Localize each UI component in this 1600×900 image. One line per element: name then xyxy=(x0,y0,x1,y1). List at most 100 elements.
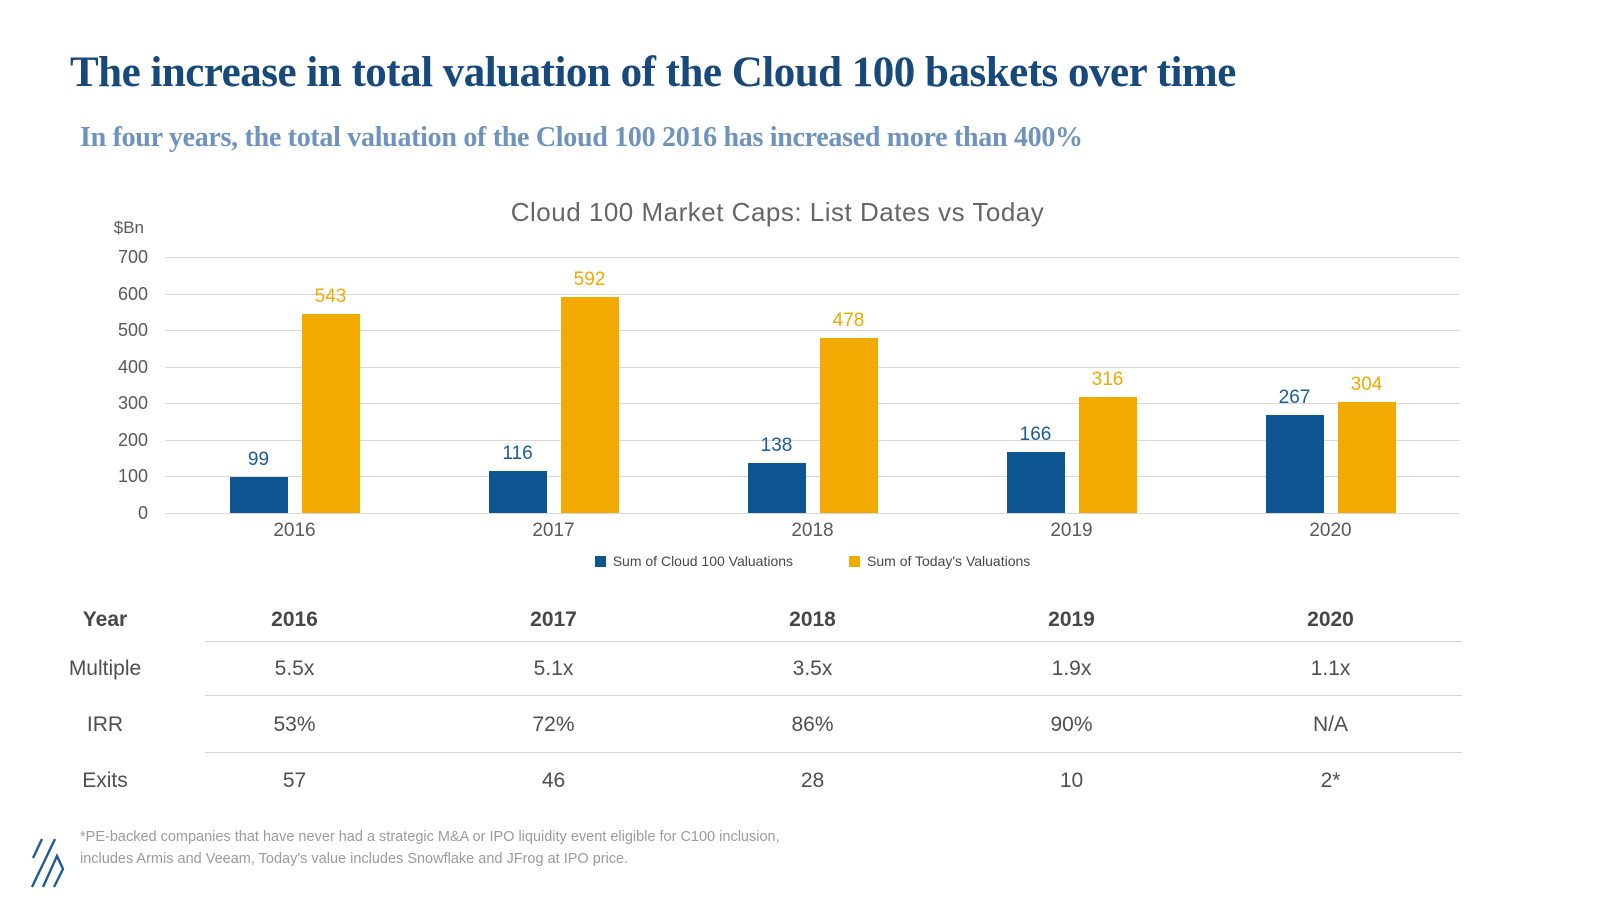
table-row-label: Year xyxy=(82,608,128,631)
table-cell: 53% xyxy=(273,713,316,736)
bar-column: 304 xyxy=(1337,374,1396,513)
bar xyxy=(488,470,547,513)
legend-swatch-icon xyxy=(849,555,861,567)
bar-column: 99 xyxy=(229,449,288,513)
table-row-label: IRR xyxy=(86,713,124,736)
gridline xyxy=(165,366,1460,368)
table-cell: 90% xyxy=(1050,713,1093,736)
y-axis-unit-label: $Bn xyxy=(113,218,144,237)
table-row: Multiple 5.5x 5.1x 3.5x 1.9x 1.1x xyxy=(0,642,1600,696)
page-subtitle: In four years, the total valuation of th… xyxy=(80,122,1083,153)
table-separator-line xyxy=(205,641,1462,642)
y-axis-tick-label: 700 xyxy=(117,247,148,267)
legend-item: Sum of Today's Valuations xyxy=(849,553,1030,569)
bar-chart-plot-area: 99 543 116 592 138 478 166 316 267 304 xyxy=(165,257,1460,514)
bar-group-2016: 99 543 xyxy=(165,257,424,513)
bar-value-label: 316 xyxy=(1091,369,1124,391)
bar xyxy=(301,314,360,513)
bar-column: 543 xyxy=(301,286,360,513)
gridline xyxy=(165,476,1460,478)
footnote-line: *PE-backed companies that have never had… xyxy=(80,829,780,845)
value-table: Year 2016 2017 2018 2019 2020 Multiple 5.5x 5.1x… xyxy=(0,598,1600,809)
table-cell: 1.9x xyxy=(1051,657,1092,680)
bar-column: 267 xyxy=(1265,387,1324,513)
bar-value-label: 166 xyxy=(1019,424,1052,446)
table-cell: 10 xyxy=(1059,769,1084,792)
bar-group-2019: 166 316 xyxy=(942,257,1201,513)
table-row: Exits 57 46 28 10 2* xyxy=(0,753,1600,809)
bar-column: 592 xyxy=(560,269,619,513)
bar-value-label: 543 xyxy=(314,286,347,308)
chart-legend: Sum of Cloud 100 Valuations Sum of Today'… xyxy=(165,553,1460,569)
table-separator-line xyxy=(205,695,1462,696)
x-axis-tick-label: 2018 xyxy=(791,520,834,541)
bar xyxy=(1006,452,1065,513)
bar-value-label: 138 xyxy=(760,434,793,456)
bar-column: 166 xyxy=(1006,424,1065,513)
y-axis-tick-labels: 700 600 500 400 300 200 100 0 xyxy=(60,247,148,523)
bar-column: 478 xyxy=(819,310,878,513)
table-separator-line xyxy=(205,752,1462,753)
table-cell: 57 xyxy=(282,769,307,792)
table-row-label: Exits xyxy=(82,769,128,792)
bar-group-2018: 138 478 xyxy=(683,257,942,513)
table-cell: 2018 xyxy=(789,608,836,631)
bar xyxy=(819,338,878,513)
legend-label: Sum of Cloud 100 Valuations xyxy=(612,553,794,569)
bar xyxy=(560,296,619,513)
bar xyxy=(747,462,806,513)
bar-value-label: 478 xyxy=(832,310,865,332)
y-axis-tick-label: 400 xyxy=(117,356,148,377)
table-row-label: Multiple xyxy=(68,657,142,680)
y-axis-tick-label: 600 xyxy=(117,283,148,304)
x-axis-tick-label: 2017 xyxy=(532,520,575,541)
table-cell: 72% xyxy=(532,713,575,736)
legend-item: Sum of Cloud 100 Valuations xyxy=(594,553,794,569)
bar-column: 138 xyxy=(747,435,806,513)
table-cell: 2016 xyxy=(271,608,318,631)
bar xyxy=(229,476,288,513)
table-cell: 5.5x xyxy=(274,657,315,680)
y-axis-tick-label: 200 xyxy=(117,429,148,450)
footnote-line: includes Armis and Veeam, Today's value … xyxy=(80,850,629,867)
gridline xyxy=(165,439,1460,441)
y-axis-tick-label: 0 xyxy=(137,503,148,523)
table-cell: 2020 xyxy=(1307,608,1354,631)
legend-label: Sum of Today's Valuations xyxy=(867,553,1031,569)
table-cell: 2* xyxy=(1320,769,1341,792)
bar-value-label: 116 xyxy=(502,442,533,464)
bar-group-2017: 116 592 xyxy=(424,257,683,513)
gridline xyxy=(165,330,1460,332)
x-axis-tick-labels: 2016 2017 2018 2019 2020 xyxy=(165,520,1460,542)
table-cell: 86% xyxy=(791,713,834,736)
diagonal-hatch-logo-icon xyxy=(30,838,64,888)
table-header-row: Year 2016 2017 2018 2019 2020 xyxy=(0,598,1600,642)
bar-group-2020: 267 304 xyxy=(1201,257,1460,513)
bar xyxy=(1337,401,1396,513)
bar-column: 316 xyxy=(1078,369,1137,513)
y-axis-tick-label: 300 xyxy=(117,393,148,414)
chart-title: Cloud 100 Market Caps: List Dates vs Tod… xyxy=(510,197,1045,227)
bar-value-label: 304 xyxy=(1350,373,1383,395)
table-cell: 28 xyxy=(800,769,825,792)
bar-column: 116 xyxy=(488,443,547,513)
gridline xyxy=(165,293,1460,295)
table-cell: 1.1x xyxy=(1310,657,1351,680)
footnote: *PE-backed companies that have never had… xyxy=(80,827,1180,871)
x-axis-tick-label: 2020 xyxy=(1309,520,1352,541)
bar-value-label: 99 xyxy=(247,448,270,470)
table-cell: 3.5x xyxy=(792,657,833,680)
table-cell: 5.1x xyxy=(533,657,574,680)
bar-value-label: 592 xyxy=(573,268,606,290)
gridline xyxy=(165,403,1460,405)
gridline xyxy=(165,513,1460,514)
y-axis-tick-label: 500 xyxy=(117,320,148,341)
table-cell: N/A xyxy=(1312,713,1348,736)
page-title: The increase in total valuation of the C… xyxy=(70,49,1236,96)
gridline xyxy=(165,257,1460,258)
x-axis-tick-label: 2019 xyxy=(1050,520,1093,541)
legend-swatch-icon xyxy=(594,555,606,567)
y-axis-tick-label: 100 xyxy=(117,466,148,487)
bar xyxy=(1078,397,1137,513)
